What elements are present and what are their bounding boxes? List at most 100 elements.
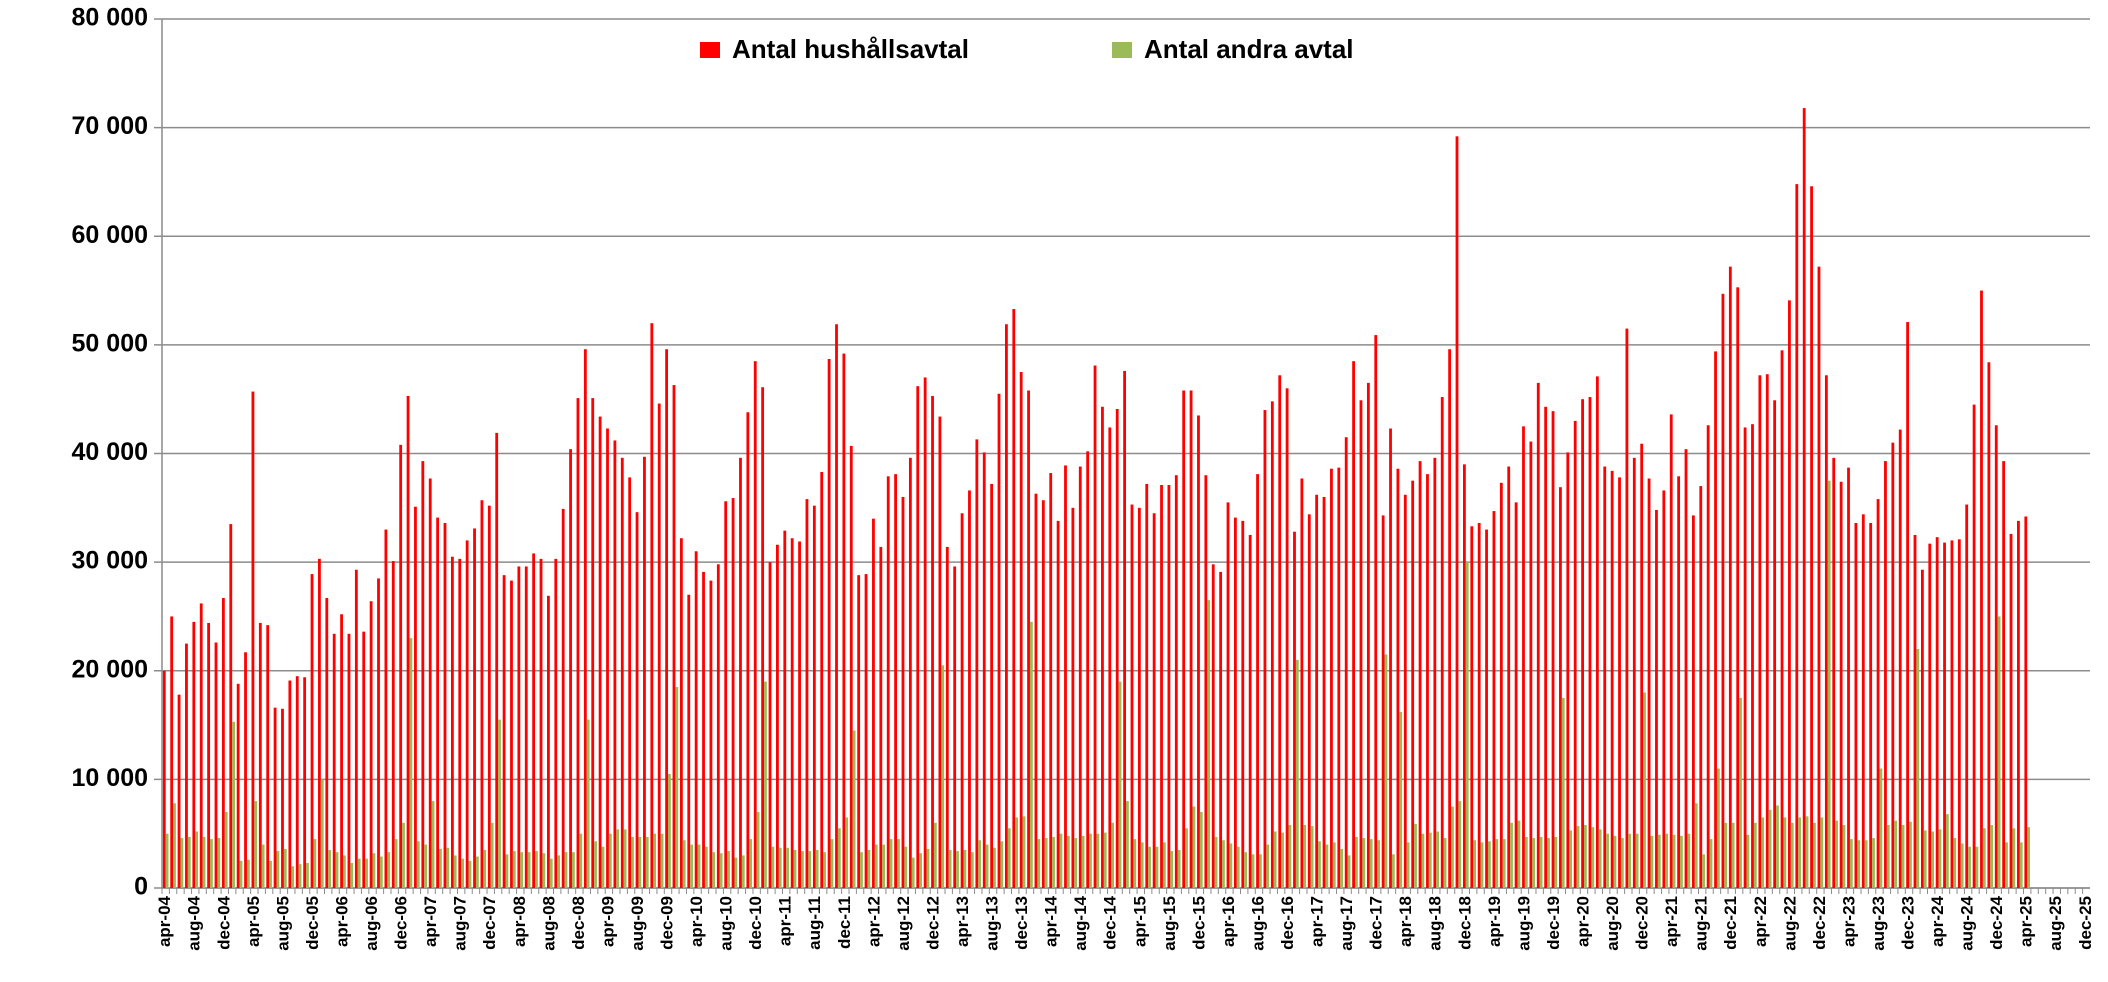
x-tick-label: aug-18 [1426, 896, 1445, 951]
bar [1864, 840, 1868, 888]
bar [365, 858, 368, 888]
bar [1709, 839, 1713, 888]
x-tick-label: dec-04 [214, 895, 233, 949]
bar [391, 561, 395, 888]
bar [926, 848, 930, 888]
bar [468, 860, 472, 888]
bar [864, 574, 868, 888]
bar [933, 822, 937, 888]
bar [1662, 490, 1666, 888]
bar [1610, 470, 1614, 888]
bar [232, 721, 235, 888]
bar [261, 844, 265, 888]
bar [1765, 374, 1769, 888]
bar [453, 855, 457, 888]
bar [207, 622, 211, 888]
bar [1573, 420, 1577, 888]
bar [1736, 287, 1740, 889]
bar [458, 558, 462, 888]
bar [1972, 404, 1976, 888]
bar [1211, 564, 1215, 888]
bar [1081, 835, 1085, 888]
bar [798, 541, 801, 888]
bar [1487, 841, 1491, 888]
bar [1403, 494, 1407, 888]
bar [185, 643, 188, 888]
y-tick-label: 10 000 [72, 764, 148, 792]
bar [764, 681, 767, 888]
bar [1019, 372, 1023, 888]
bar [1103, 832, 1107, 888]
bar [1650, 835, 1654, 888]
bar [1620, 838, 1624, 888]
bar [682, 840, 686, 888]
bar [694, 551, 698, 888]
bar [1869, 523, 1873, 888]
bar [1502, 839, 1506, 888]
bar [1640, 443, 1644, 888]
bar [1310, 826, 1314, 888]
bar [645, 836, 649, 888]
bar [675, 687, 679, 888]
bar [1827, 480, 1831, 888]
bar [1739, 697, 1742, 888]
bar [2024, 516, 2028, 888]
bar [1418, 461, 1422, 888]
x-tick-label: aug-04 [185, 895, 204, 950]
x-tick-label: aug-24 [1958, 895, 1977, 950]
bar [1669, 414, 1673, 888]
bar [1517, 820, 1521, 888]
bar [845, 817, 849, 888]
bar [1702, 854, 1705, 888]
bar [1029, 621, 1033, 888]
bar [842, 353, 846, 888]
y-tick-label: 30 000 [72, 547, 148, 575]
bar [704, 846, 708, 888]
bar [1943, 542, 1946, 888]
bar [1340, 848, 1344, 888]
bar [1034, 493, 1038, 888]
bar [288, 680, 292, 888]
bar [1448, 349, 1452, 889]
bar [741, 855, 745, 888]
bar [1788, 300, 1791, 888]
bar [812, 505, 816, 888]
bar [210, 839, 213, 888]
bar [310, 574, 314, 888]
bar [993, 847, 996, 888]
bar [1093, 365, 1097, 888]
bar [269, 860, 272, 888]
bar [1810, 186, 1813, 889]
bar [783, 530, 787, 888]
bar [579, 833, 583, 888]
bar [665, 349, 669, 889]
bar [535, 851, 538, 888]
bar [502, 575, 506, 888]
bar [495, 432, 499, 888]
bar [1536, 382, 1540, 888]
bar [1894, 820, 1898, 888]
bar [2009, 533, 2013, 888]
bar [527, 852, 531, 888]
x-tick-label: dec-07 [480, 896, 499, 950]
bar [1514, 502, 1518, 888]
bar [554, 558, 558, 888]
bar [1285, 388, 1289, 888]
x-tick-label: aug-17 [1337, 896, 1356, 951]
x-tick-label: aug-05 [273, 896, 292, 951]
bar [1743, 427, 1747, 888]
bar [298, 864, 302, 888]
x-tick-label: apr-22 [1751, 896, 1770, 947]
x-tick-label: dec-08 [569, 896, 588, 950]
x-tick-label: aug-08 [539, 896, 558, 951]
bar [668, 773, 671, 888]
bar [461, 858, 464, 888]
bar [162, 670, 166, 888]
bar [901, 496, 905, 888]
bar [1000, 841, 1004, 888]
bar [1396, 468, 1400, 888]
bar [716, 564, 720, 888]
bar [1598, 829, 1602, 888]
bar [1876, 499, 1880, 888]
bar [1510, 822, 1513, 888]
